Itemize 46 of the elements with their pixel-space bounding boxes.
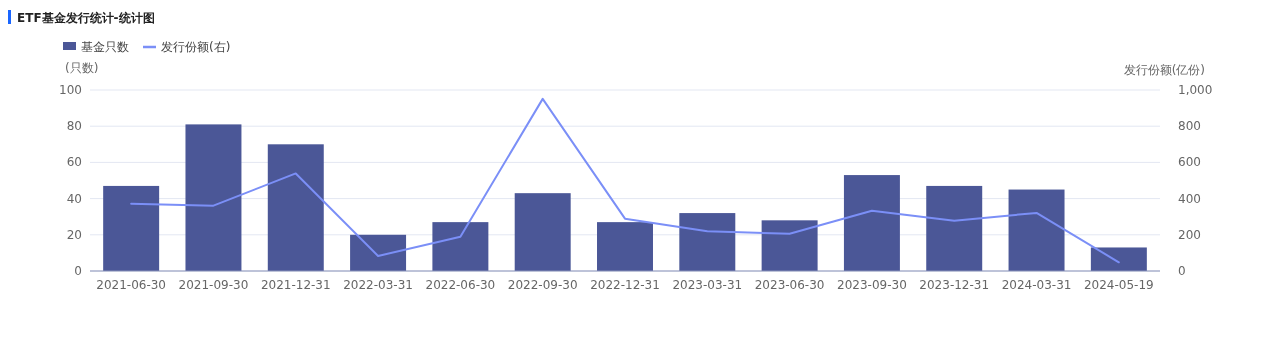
y-tick-label: 0: [74, 264, 82, 278]
legend-发行份额(右): 发行份额(右): [143, 40, 231, 54]
y-axis-title: (只数): [65, 61, 99, 75]
x-tick-label: 2022-06-30: [425, 278, 496, 292]
legend-label: 发行份额(右): [161, 40, 231, 54]
chart-title: ETF基金发行统计-统计图: [17, 11, 155, 25]
x-tick-label: 2024-05-19: [1083, 278, 1154, 292]
x-tick-label: 2023-03-31: [672, 278, 743, 292]
y2-tick-label: 1,000: [1178, 83, 1213, 97]
x-tick-label: 2022-03-31: [343, 278, 413, 292]
x-tick-label: 2022-12-31: [590, 278, 660, 292]
y2-axis-title: 发行份额(亿份): [1123, 63, 1205, 77]
bar: [1008, 189, 1065, 271]
bar: [926, 185, 983, 271]
bar: [679, 213, 736, 271]
bar: [1090, 247, 1147, 271]
y2-tick-label: 600: [1178, 155, 1201, 170]
bar: [761, 220, 818, 271]
y2-tick-label: 0: [1178, 264, 1186, 278]
legend-label: 基金只数: [81, 40, 129, 54]
x-tick-label: 2021-06-30: [96, 278, 167, 292]
x-tick-label: 2021-09-30: [178, 278, 249, 292]
x-tick-label: 2023-12-31: [919, 278, 990, 292]
bar: [514, 193, 571, 271]
x-tick-label: 2023-06-30: [754, 278, 825, 292]
y2-tick-label: 400: [1178, 191, 1201, 206]
bar: [432, 222, 489, 271]
y2-tick-label: 800: [1178, 119, 1201, 134]
bar: [350, 234, 407, 271]
y-tick-label: 100: [59, 83, 82, 97]
bar: [267, 144, 324, 271]
line-series: [130, 97, 1120, 264]
legend-基金只数: 基金只数: [63, 40, 129, 54]
y2-tick-label: 200: [1178, 227, 1201, 242]
y-tick-label: 60: [66, 155, 82, 170]
x-tick-label: 2023-09-30: [837, 278, 907, 292]
x-tick-label: 2024-03-31: [1001, 278, 1072, 292]
y-tick-label: 80: [66, 119, 82, 134]
bar: [843, 175, 900, 271]
y-tick-label: 20: [66, 227, 82, 242]
x-tick-label: 2021-12-31: [260, 278, 331, 292]
bar: [597, 222, 653, 271]
y-tick-label: 40: [66, 191, 82, 206]
x-tick-label: 2022-09-30: [507, 278, 578, 292]
bar: [185, 124, 242, 271]
bar: [103, 185, 160, 271]
